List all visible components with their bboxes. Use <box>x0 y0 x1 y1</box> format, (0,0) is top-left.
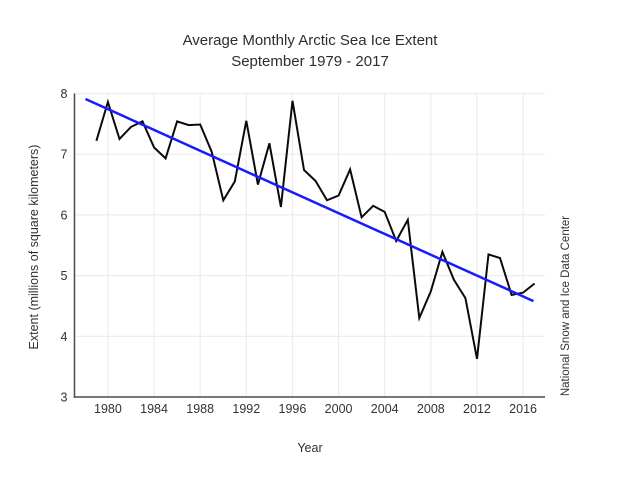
y-tick-label: 6 <box>61 208 68 222</box>
y-tick-label: 4 <box>61 330 68 344</box>
x-axis-title: Year <box>297 441 323 455</box>
x-tick-label: 1996 <box>279 402 307 416</box>
extent-line <box>95 98 536 359</box>
x-tick-label: 2012 <box>463 402 491 416</box>
x-tick-label: 1980 <box>94 402 122 416</box>
chart-title-line2: September 1979 - 2017 <box>231 53 389 70</box>
x-tick-label: 2016 <box>509 402 537 416</box>
chart-title: Average Monthly Arctic Sea Ice Extent Se… <box>0 30 620 72</box>
x-tick-label: 1984 <box>140 402 168 416</box>
y-tick-label: 8 <box>61 87 68 101</box>
y-tick-label: 5 <box>61 269 68 283</box>
x-tick-label: 2004 <box>371 402 399 416</box>
chart-title-line1: Average Monthly Arctic Sea Ice Extent <box>182 32 438 49</box>
x-tick-label: 2008 <box>417 402 445 416</box>
x-tick-label: 1988 <box>186 402 214 416</box>
y-tick-label: 7 <box>61 148 68 162</box>
x-tick-label: 2000 <box>325 402 353 416</box>
trend-line <box>84 97 534 303</box>
y-tick-label: 3 <box>61 391 68 405</box>
x-tick-label: 1992 <box>232 402 260 416</box>
